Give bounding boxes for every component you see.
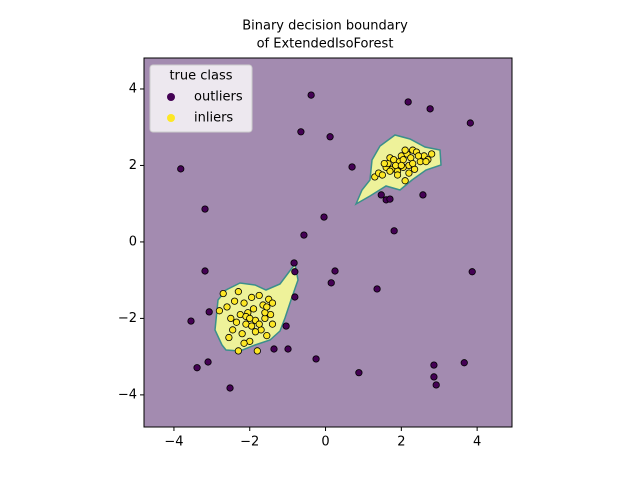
point	[380, 159, 388, 168]
x-tick-label: 2	[397, 435, 405, 450]
point	[225, 333, 233, 342]
point	[232, 318, 241, 326]
point	[432, 381, 440, 389]
legend-marker	[167, 93, 175, 101]
point	[249, 305, 258, 313]
point	[393, 171, 402, 179]
chart-title: Binary decision boundary	[242, 19, 408, 34]
point	[414, 152, 422, 160]
point	[255, 291, 263, 300]
point	[268, 320, 277, 328]
point	[240, 339, 248, 347]
point	[326, 133, 334, 141]
point	[320, 213, 328, 221]
axes-frame	[143, 57, 513, 428]
point	[248, 322, 256, 330]
point	[378, 171, 386, 179]
legend-label: inliers	[194, 111, 233, 126]
point	[291, 293, 299, 301]
point	[226, 384, 234, 392]
point	[430, 373, 438, 381]
point	[201, 267, 209, 275]
point	[373, 285, 381, 293]
point	[193, 364, 201, 372]
point	[234, 288, 242, 296]
x-tick-label: −4	[164, 435, 183, 450]
marks	[177, 91, 476, 392]
point	[284, 345, 292, 353]
point	[327, 279, 335, 287]
legend-label: outliers	[194, 90, 243, 105]
point	[460, 359, 468, 367]
point	[419, 191, 427, 199]
point	[401, 177, 409, 185]
point	[240, 299, 248, 307]
point	[251, 328, 260, 336]
point	[204, 358, 212, 366]
point	[297, 128, 305, 136]
point	[253, 347, 261, 355]
point	[177, 165, 185, 173]
point	[397, 161, 405, 170]
point	[355, 369, 363, 377]
point	[219, 289, 227, 298]
point	[426, 105, 434, 113]
legend: true class	[149, 64, 253, 133]
point	[466, 119, 474, 127]
point	[223, 303, 231, 311]
y-tick-label: −2	[118, 311, 137, 326]
point	[227, 314, 235, 323]
point	[401, 146, 409, 154]
point	[422, 158, 430, 166]
point	[312, 355, 320, 363]
point	[386, 195, 394, 203]
y-tick-label: 4	[129, 81, 137, 96]
point	[377, 191, 385, 199]
point	[230, 297, 239, 305]
point	[386, 167, 394, 175]
y-tick-label: 2	[129, 158, 137, 173]
point	[404, 98, 412, 106]
point	[246, 314, 254, 323]
point	[348, 163, 356, 171]
point	[215, 307, 224, 315]
y-tick-label: 0	[129, 234, 137, 249]
legend-box	[149, 64, 253, 133]
point	[270, 345, 278, 353]
point	[248, 293, 256, 301]
point	[331, 267, 339, 275]
point	[300, 231, 308, 239]
chart-title: of ExtendedIsoForest	[257, 37, 394, 52]
point	[268, 299, 277, 307]
point	[468, 268, 476, 276]
point	[187, 317, 195, 325]
point	[428, 150, 436, 158]
point	[238, 330, 246, 338]
x-tick-label: 4	[473, 435, 481, 450]
x-tick-label: −2	[240, 435, 259, 450]
point	[263, 303, 271, 311]
point	[263, 332, 271, 340]
point	[201, 205, 209, 213]
point	[405, 169, 413, 177]
point	[390, 227, 398, 235]
x-tick-label: 0	[321, 435, 329, 450]
legend-title: true class	[169, 69, 232, 84]
point	[255, 320, 263, 328]
point	[282, 322, 290, 330]
legend-marker	[167, 114, 175, 122]
point	[291, 268, 299, 276]
point	[290, 259, 298, 267]
point	[205, 308, 213, 316]
point	[430, 361, 438, 369]
point	[234, 347, 242, 355]
point	[307, 91, 315, 99]
point	[229, 326, 237, 334]
y-tick-label: −4	[118, 387, 137, 402]
point	[409, 159, 417, 168]
